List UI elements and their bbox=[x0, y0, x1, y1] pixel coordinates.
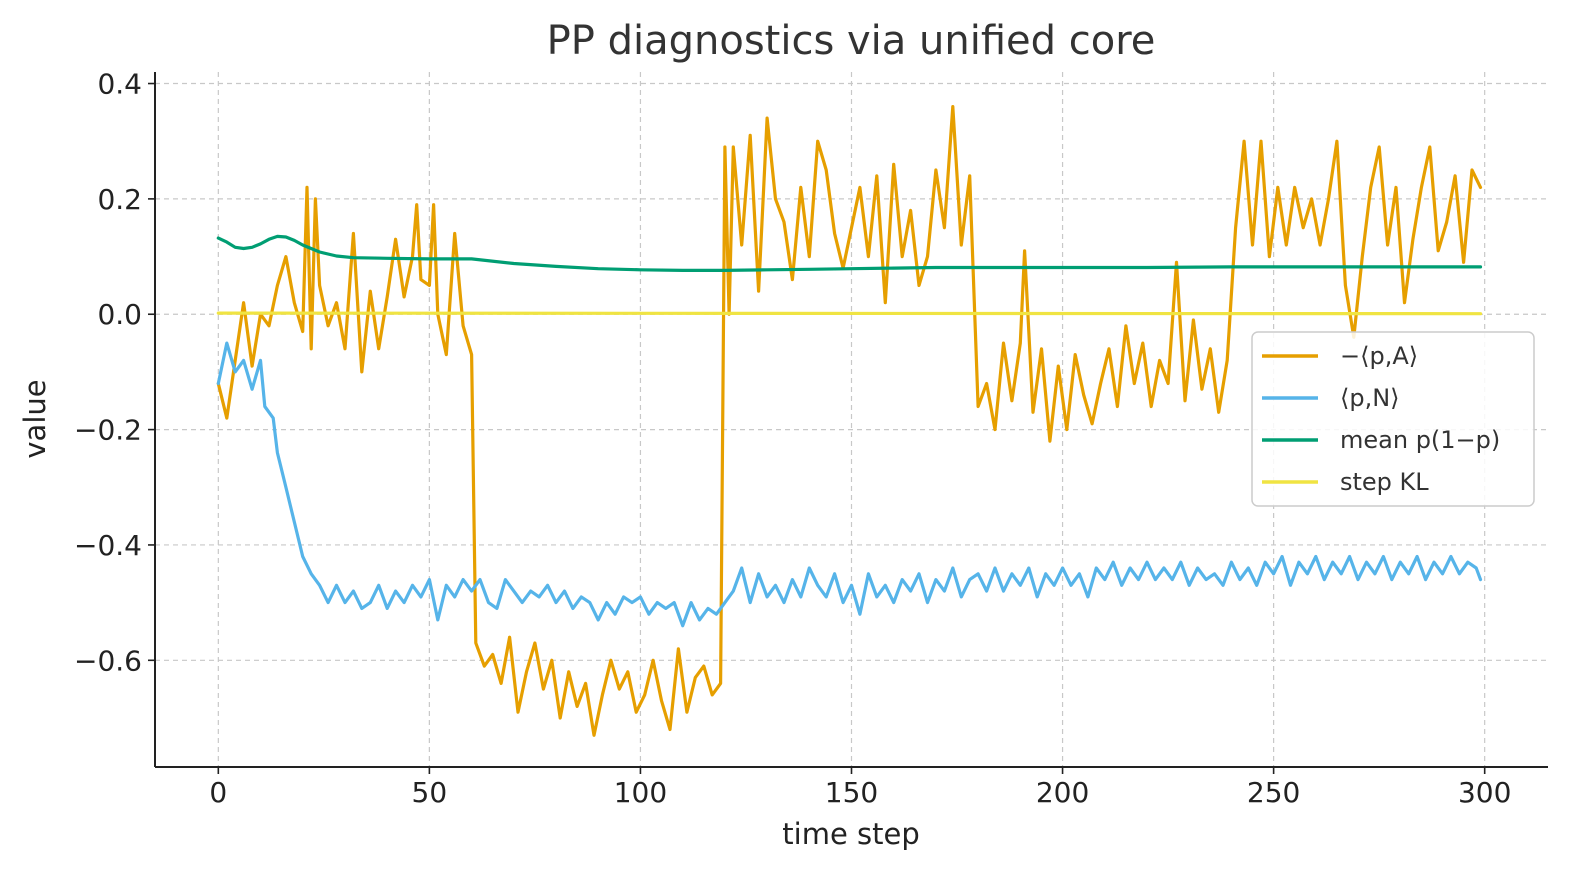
legend-label-neg-p-a: −⟨p,A⟩ bbox=[1340, 342, 1418, 370]
y-tick-label: −0.6 bbox=[74, 644, 142, 677]
y-tick-label: −0.4 bbox=[74, 529, 142, 562]
x-tick-label: 50 bbox=[412, 776, 448, 809]
x-tick-label: 150 bbox=[825, 776, 878, 809]
legend-label-step-kl: step KL bbox=[1340, 468, 1429, 496]
y-tick-label: −0.2 bbox=[74, 414, 142, 447]
series-line-mean-p-1-p bbox=[216, 234, 1483, 272]
y-axis-label: value bbox=[18, 379, 52, 458]
legend-label-mean-p-1-p: mean p(1−p) bbox=[1340, 426, 1500, 454]
series-line-p-n bbox=[216, 341, 1483, 628]
y-tick-label: 0.2 bbox=[97, 183, 142, 216]
y-tick-label: 0.0 bbox=[97, 298, 142, 331]
x-axis-label: time step bbox=[782, 817, 919, 851]
chart-title: PP diagnostics via unified core bbox=[547, 18, 1156, 64]
y-tick-label: 0.4 bbox=[97, 68, 142, 101]
legend-box bbox=[1251, 331, 1535, 507]
x-tick-label: 100 bbox=[614, 776, 667, 809]
series-line-step-kl bbox=[216, 311, 1483, 316]
legend-label-p-n: ⟨p,N⟩ bbox=[1340, 384, 1400, 412]
ticks: 0 50 100 150 200 250 300 0.4 0.2 0.0 −0.2 −0.4 −0.6 bbox=[74, 68, 1511, 809]
legend-entries: −⟨p,A⟩ ⟨p,N⟩ mean p(1−p) step KL bbox=[1262, 342, 1500, 496]
x-tick-label: 200 bbox=[1036, 776, 1089, 809]
x-tick-label: 0 bbox=[209, 776, 227, 809]
legend: −⟨p,A⟩ ⟨p,N⟩ mean p(1−p) step KL bbox=[1251, 331, 1535, 507]
series-line-neg-p-a bbox=[216, 105, 1483, 737]
series-layer bbox=[216, 105, 1483, 737]
x-tick-label: 300 bbox=[1458, 776, 1511, 809]
x-tick-label: 250 bbox=[1247, 776, 1300, 809]
